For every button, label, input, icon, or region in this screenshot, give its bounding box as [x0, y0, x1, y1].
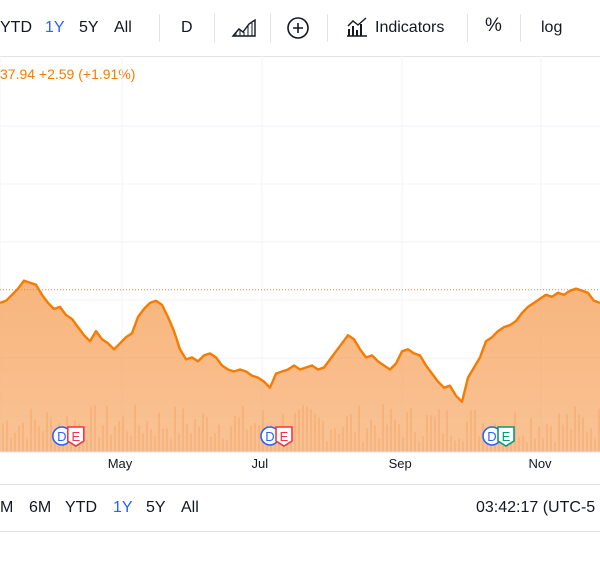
price-change-readout: 37.94 +2.59 (+1.91%): [0, 66, 136, 82]
earnings-marker[interactable]: E: [275, 426, 293, 447]
percent-scale-button[interactable]: %: [485, 15, 502, 36]
marker-label: D: [265, 429, 274, 444]
toolbar-divider: [520, 14, 521, 42]
marker-label: E: [280, 429, 289, 444]
range-1m-button[interactable]: M: [0, 499, 14, 516]
x-tick-label: Sep: [389, 456, 412, 471]
range-1y-button[interactable]: 1Y: [113, 499, 133, 516]
earnings-marker[interactable]: E: [497, 426, 515, 447]
range-5y-button[interactable]: 5Y: [79, 19, 99, 36]
marker-label: E: [71, 429, 80, 444]
x-tick-label: Jul: [251, 456, 268, 471]
x-tick-label: May: [108, 456, 133, 471]
plus-circle-icon[interactable]: [284, 14, 312, 47]
indicators-icon[interactable]: [343, 14, 371, 47]
range-all-button[interactable]: All: [181, 499, 199, 516]
indicators-button[interactable]: Indicators: [375, 19, 445, 36]
toolbar-divider: [327, 14, 328, 42]
earnings-marker[interactable]: E: [67, 426, 85, 447]
range-all-button[interactable]: All: [114, 19, 132, 36]
toolbar-divider: [270, 14, 271, 42]
marker-label: E: [502, 429, 511, 444]
range-ytd-button[interactable]: YTD: [0, 19, 32, 36]
toolbar-divider: [159, 14, 160, 42]
toolbar-divider: [214, 14, 215, 42]
price-line: [0, 279, 600, 403]
marker-shield: [497, 426, 515, 447]
area-chart-icon[interactable]: [230, 14, 258, 47]
top-toolbar: YTD 1Y 5Y All D Indicators % log: [0, 0, 600, 57]
range-1y-button[interactable]: 1Y: [45, 19, 65, 36]
timezone-clock[interactable]: 03:42:17 (UTC-5: [476, 499, 596, 516]
log-scale-button[interactable]: log: [541, 19, 563, 36]
marker-shield: [275, 426, 293, 447]
bottom-toolbar: M 6M YTD 1Y 5Y All 03:42:17 (UTC-5: [0, 484, 600, 532]
interval-button[interactable]: D: [181, 19, 193, 36]
toolbar-divider: [467, 14, 468, 42]
range-5y-button[interactable]: 5Y: [146, 499, 166, 516]
marker-label: D: [57, 429, 66, 444]
range-ytd-button[interactable]: YTD: [65, 499, 97, 516]
marker-label: D: [487, 429, 496, 444]
range-6m-button[interactable]: 6M: [29, 499, 52, 516]
price-area-fill: [0, 280, 600, 452]
x-tick-label: Nov: [528, 456, 552, 471]
marker-shield: [67, 426, 85, 447]
